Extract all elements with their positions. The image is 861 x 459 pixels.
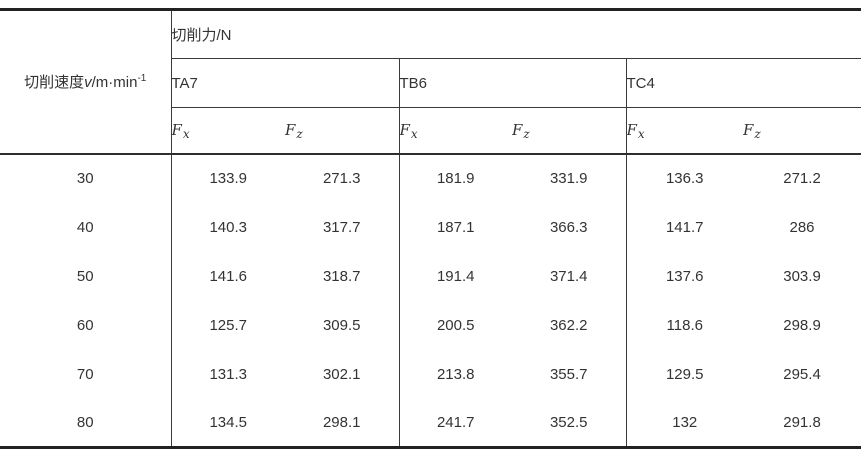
cell-tc4-fz: 291.8	[783, 413, 821, 431]
cell-speed: 80	[0, 398, 172, 448]
cell-ta7-fz: 317.7	[285, 202, 400, 252]
cell-ta7-fz: 302.1	[285, 349, 400, 399]
cell-tb6-fx: 241.7	[436, 413, 475, 431]
speed-header-cell: 切削速度v/m·min-1	[0, 9, 172, 155]
cell-ta7-fx: 125.7	[209, 316, 248, 334]
component-header-tb6-fx: Fx	[399, 107, 512, 155]
cell-tc4-fx: 118.6	[666, 316, 703, 334]
cell-ta7-fz: 318.7	[285, 251, 400, 301]
fx-sub: x	[410, 127, 418, 142]
cell-ta7-fx: 141.6	[209, 267, 248, 285]
cell-tb6-fx: 191.4	[436, 267, 475, 285]
header-row-components: Fx Fz Fx Fz Fx Fz	[0, 107, 861, 155]
cell-speed: 40	[0, 202, 172, 252]
table-row: 80 134.5 298.1 241.7 352.5 132 291.8	[0, 398, 861, 448]
fz-base: F	[743, 121, 754, 140]
cell-tb6-fz: 366.3	[512, 202, 627, 252]
cell-ta7-fx: 134.5	[209, 413, 248, 431]
cell-tc4-fx: 136.3	[665, 170, 704, 187]
material-header-ta7: TA7	[171, 58, 400, 108]
speed-header-prefix: 切削速度	[24, 74, 85, 92]
table-body: 30 133.9 271.3 181.9 331.9 136.3 271.2 4…	[0, 153, 861, 448]
cell-tb6-fx: 187.1	[436, 218, 475, 236]
table-row: 70 131.3 302.1 213.8 355.7 129.5 295.4	[0, 349, 861, 399]
fz-base: F	[512, 121, 523, 140]
fz-sub: z	[523, 127, 530, 142]
fz-sub: z	[754, 127, 761, 142]
fx-sub: x	[182, 127, 190, 142]
speed-unit: /m·min	[91, 74, 138, 92]
cell-tb6-fx: 181.9	[436, 170, 475, 187]
cell-tc4-fx: 141.7	[665, 218, 704, 236]
cell-ta7-fx: 131.3	[209, 365, 248, 383]
header-row-force: 切削速度v/m·min-1 切削力/N	[0, 9, 861, 155]
component-header-ta7-fx: Fx	[171, 107, 285, 155]
cutting-force-table: 切削速度v/m·min-1 切削力/N TA7 TB6 TC4 Fx Fz Fx…	[0, 8, 861, 449]
cell-tb6-fz: 371.4	[512, 251, 627, 301]
cell-ta7-fz: 271.3	[285, 153, 400, 203]
cell-tc4-fz: 298.9	[783, 316, 821, 334]
cell-tc4-fx: 137.6	[665, 267, 704, 285]
fz-base: F	[285, 121, 296, 140]
cell-ta7-fx: 133.9	[209, 170, 248, 187]
cell-tb6-fz: 362.2	[512, 300, 627, 350]
cell-tb6-fz: 331.9	[512, 153, 627, 203]
cell-tc4-fz: 286	[789, 218, 815, 236]
fx-base: F	[626, 121, 637, 140]
cell-tb6-fx: 200.5	[436, 316, 475, 334]
cell-tb6-fx: 213.8	[436, 365, 475, 383]
fx-base: F	[399, 121, 410, 140]
cell-tc4-fz: 295.4	[783, 365, 821, 383]
material-header-tc4: TC4	[626, 58, 861, 108]
table-row: 60 125.7 309.5 200.5 362.2 118.6 298.9	[0, 300, 861, 350]
fz-sub: z	[296, 127, 303, 142]
force-header-cell: 切削力/N	[171, 9, 861, 59]
table-row: 30 133.9 271.3 181.9 331.9 136.3 271.2	[0, 153, 861, 203]
cell-speed: 30	[0, 153, 172, 203]
table-row: 50 141.6 318.7 191.4 371.4 137.6 303.9	[0, 251, 861, 301]
component-header-ta7-fz: Fz	[285, 107, 400, 155]
component-header-tc4-fx: Fx	[626, 107, 743, 155]
cell-tc4-fz: 271.2	[783, 170, 821, 187]
cell-speed: 60	[0, 300, 172, 350]
component-header-tc4-fz: Fz	[743, 107, 861, 155]
cell-tb6-fz: 352.5	[512, 398, 627, 448]
cell-speed: 50	[0, 251, 172, 301]
material-header-tb6: TB6	[399, 58, 627, 108]
header-row-materials: TA7 TB6 TC4	[0, 58, 861, 108]
speed-symbol: v	[84, 74, 92, 92]
speed-unit-exponent: -1	[137, 73, 147, 85]
table-row: 40 140.3 317.7 187.1 366.3 141.7 286	[0, 202, 861, 252]
cell-ta7-fz: 298.1	[285, 398, 400, 448]
cell-tc4-fz: 303.9	[783, 267, 821, 285]
cell-tb6-fz: 355.7	[512, 349, 627, 399]
fx-sub: x	[637, 127, 645, 142]
page: 切削速度v/m·min-1 切削力/N TA7 TB6 TC4 Fx Fz Fx…	[0, 8, 861, 449]
table-header: 切削速度v/m·min-1 切削力/N TA7 TB6 TC4 Fx Fz Fx…	[0, 9, 861, 155]
cell-tc4-fx: 129.5	[665, 365, 704, 383]
cell-tc4-fx: 132	[672, 413, 698, 431]
cell-ta7-fx: 140.3	[209, 218, 248, 236]
component-header-tb6-fz: Fz	[512, 107, 627, 155]
cell-ta7-fz: 309.5	[285, 300, 400, 350]
fx-base: F	[171, 121, 182, 140]
cell-speed: 70	[0, 349, 172, 399]
